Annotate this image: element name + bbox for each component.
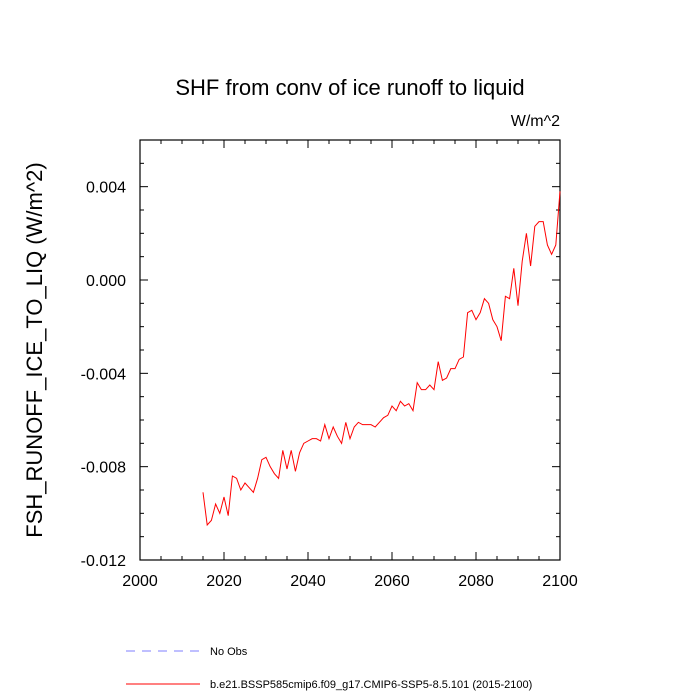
chart-title: SHF from conv of ice runoff to liquid xyxy=(175,75,524,100)
y-tick-label: -0.012 xyxy=(81,553,126,570)
x-tick-label: 2080 xyxy=(458,573,494,590)
y-tick-label: -0.004 xyxy=(81,366,126,383)
axis-ticks xyxy=(139,139,561,561)
plot-frame xyxy=(139,139,561,561)
x-tick-label: 2060 xyxy=(374,573,410,590)
legend-label-run: b.e21.BSSP585cmip6.f09_g17.CMIP6-SSP5-8.… xyxy=(210,679,532,691)
series-line xyxy=(202,191,561,527)
x-tick-label: 2000 xyxy=(122,573,158,590)
y-tick-label: 0.004 xyxy=(86,180,126,197)
y-tick-label: -0.008 xyxy=(81,460,126,477)
x-tick-label: 2100 xyxy=(542,573,578,590)
series-group xyxy=(202,191,561,527)
y-tick-label: 0.000 xyxy=(86,273,126,290)
legend: No Obs b.e21.BSSP585cmip6.f09_g17.CMIP6-… xyxy=(126,646,532,691)
y-axis-label: FSH_RUNOFF_ICE_TO_LIQ (W/m^2) xyxy=(22,162,47,537)
x-tick-label: 2020 xyxy=(206,573,242,590)
legend-label-no-obs: No Obs xyxy=(210,646,248,658)
x-tick-label: 2040 xyxy=(290,573,326,590)
y-tick-labels: -0.012 -0.008 -0.004 0.000 0.004 xyxy=(81,180,126,570)
units-label: W/m^2 xyxy=(511,113,560,130)
x-tick-labels: 2000 2020 2040 2060 2080 2100 xyxy=(122,573,578,590)
